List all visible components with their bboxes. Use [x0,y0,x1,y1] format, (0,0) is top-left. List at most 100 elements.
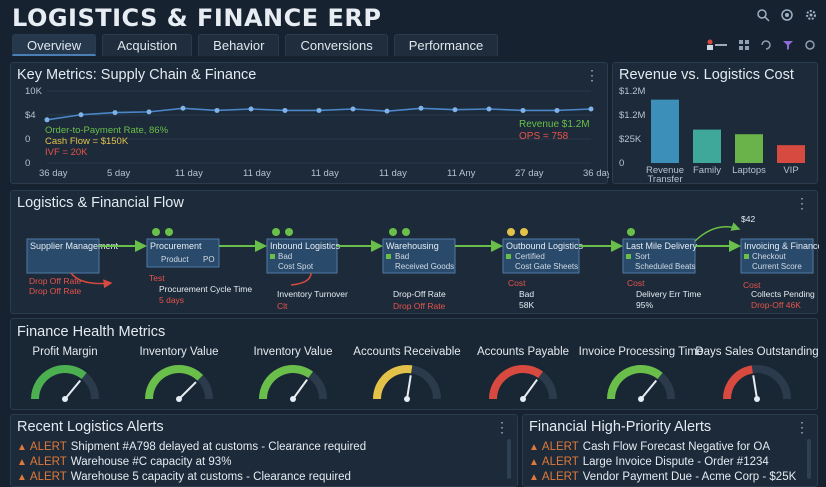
gauge-title: Profit Margin [32,346,97,358]
alert-item[interactable]: ▲ ALERT Warehouse #C capacity at 93% [17,456,232,468]
flow-node-warehousing[interactable]: Warehousing Bad Received Goods [382,238,456,274]
x-tick-label: 36 day [583,168,609,179]
gauge-title: Inventory Value [253,346,332,358]
gauge-title: Accounts Receivable [353,346,460,358]
main-tabs: Overview Acquistion Behavior Conversions… [12,34,499,56]
grid-icon[interactable] [738,38,750,56]
scrollbar[interactable] [807,439,811,479]
svg-text:Sort: Sort [635,252,650,261]
x-tick-label: Transfer [647,174,682,185]
warning-icon: ▲ [529,442,539,453]
flow-node-invoicing-finance[interactable]: Invoicing & Finance Checkout Current Sco… [740,238,819,274]
finance-alerts-panel: Financial High-Priority Alerts ⋮ ▲ ALERT C… [522,414,818,487]
filter-icon[interactable] [782,38,794,56]
data-point[interactable] [418,105,424,111]
tab-acquisition[interactable]: Acquistion [102,34,193,56]
alert-item[interactable]: ▲ ALERT Shipment #A798 delayed at customs … [17,441,367,453]
more-options-icon[interactable]: ⋮ [585,67,599,83]
key-metrics-panel: Key Metrics: Supply Chain & Finance ⋮ 10… [10,62,609,184]
y-tick-label: $1.2M [619,86,645,97]
x-tick-label: VIP [783,165,798,176]
tab-behavior[interactable]: Behavior [198,34,280,56]
logistics-alerts-panel: Recent Logistics Alerts ⋮ ▲ ALERT Shipment… [10,414,518,487]
data-point[interactable] [316,107,322,113]
x-tick-label: 27 day [515,168,544,179]
key-metrics-chart: 10K $4 0 0 36 day 5 day 11 day 11 day 11 day 11 … [25,86,609,179]
user-icon[interactable] [706,38,728,56]
alert-item[interactable]: ▲ ALERT Cash Flow Forecast Negative for OA [529,441,771,453]
search-icon[interactable] [756,8,770,22]
flow-node-procurement[interactable]: Procurement Product PO [146,238,220,268]
finance-health-panel: Finance Health Metrics Profit Margin Inve… [10,318,819,410]
more-options-icon[interactable]: ⋮ [795,195,809,211]
svg-text:Invoicing & Finance: Invoicing & Finance [744,241,819,251]
more-options-icon[interactable]: ⋮ [795,419,809,435]
data-point[interactable] [180,105,186,111]
svg-text:Clt: Clt [277,301,288,311]
svg-text:Cost Gate Sheets: Cost Gate Sheets [515,262,578,271]
finance-alerts-title: Financial High-Priority Alerts [529,419,712,435]
svg-text:Last Mile Delivery: Last Mile Delivery [626,241,698,251]
data-point[interactable] [282,107,288,113]
bar[interactable] [735,134,763,163]
x-tick-label: Revenue [646,165,684,176]
svg-text:Inventory Turnover: Inventory Turnover [277,289,348,299]
data-point[interactable] [78,112,84,118]
gauge-fill [489,365,543,400]
bar[interactable] [651,99,679,163]
tab-overview[interactable]: Overview [12,34,97,56]
flow-title: Logistics & Financial Flow [17,195,184,211]
y-tick-label: $4 [25,110,36,121]
gauge-fill [373,365,413,400]
flow-node-last-mile-delivery[interactable]: Last Mile Delivery Sort Scheduled Beats [622,238,698,274]
svg-text:Bad: Bad [519,289,534,299]
settings-icon[interactable] [804,38,816,56]
data-point[interactable] [588,106,594,112]
data-point[interactable] [112,110,118,116]
data-point[interactable] [350,106,356,112]
x-tick-label: 11 Any [447,168,476,179]
alert-item[interactable]: ▲ ALERT Warehouse 5 capacity at customs - … [17,471,351,483]
y-tick-label: 0 [25,158,30,169]
gauge-fill [31,365,87,400]
flow-drop-label: Drop Off Rate [29,276,82,286]
svg-text:Test: Test [149,273,165,283]
warning-icon: ▲ [17,457,27,468]
settings-icon[interactable] [780,8,794,22]
x-tick-label: 36 day [39,168,68,179]
data-point[interactable] [384,108,390,114]
key-metrics-title: Key Metrics: Supply Chain & Finance [17,67,257,83]
svg-text:Drop-Off Rate: Drop-Off Rate [393,289,446,299]
data-point[interactable] [248,106,254,112]
gear-icon[interactable] [804,8,818,22]
data-point[interactable] [520,107,526,113]
bar[interactable] [693,129,721,163]
tab-performance[interactable]: Performance [393,34,499,56]
tab-conversions[interactable]: Conversions [285,34,388,56]
data-point[interactable] [486,106,492,112]
data-point[interactable] [214,107,220,113]
alert-item[interactable]: ▲ ALERT Vendor Payment Due - Acme Corp - $… [529,471,797,483]
gauge: Profit Margin [31,346,99,402]
scrollbar[interactable] [507,439,511,479]
svg-text:Warehousing: Warehousing [386,241,439,251]
alert-item[interactable]: ▲ ALERT Large Invoice Dispute - Order #123… [529,456,769,468]
svg-text:Bad: Bad [395,252,409,261]
data-point[interactable] [146,109,152,115]
bar[interactable] [777,145,805,163]
svg-text:Current Score: Current Score [752,262,802,271]
svg-text:Cost: Cost [508,278,526,288]
flow-node-supplier-management[interactable]: Supplier Management [26,238,119,274]
gauge-title: Days Sales Outstanding [695,346,818,358]
data-point[interactable] [452,107,458,113]
svg-text:Product: Product [161,255,189,264]
flow-node-outbound-logistics[interactable]: Outbound Logistics Certified Cost Gate S… [502,238,584,274]
gauge-needle [64,379,82,400]
data-point[interactable] [44,117,50,123]
refresh-icon[interactable] [760,38,772,56]
more-options-icon[interactable]: ⋮ [495,419,509,435]
data-point[interactable] [554,107,560,113]
flow-node-inbound-logistics[interactable]: Inbound Logistics Bad Cost Spot [266,238,341,274]
warning-icon: ▲ [17,472,27,483]
svg-text:Procurement: Procurement [150,241,202,251]
